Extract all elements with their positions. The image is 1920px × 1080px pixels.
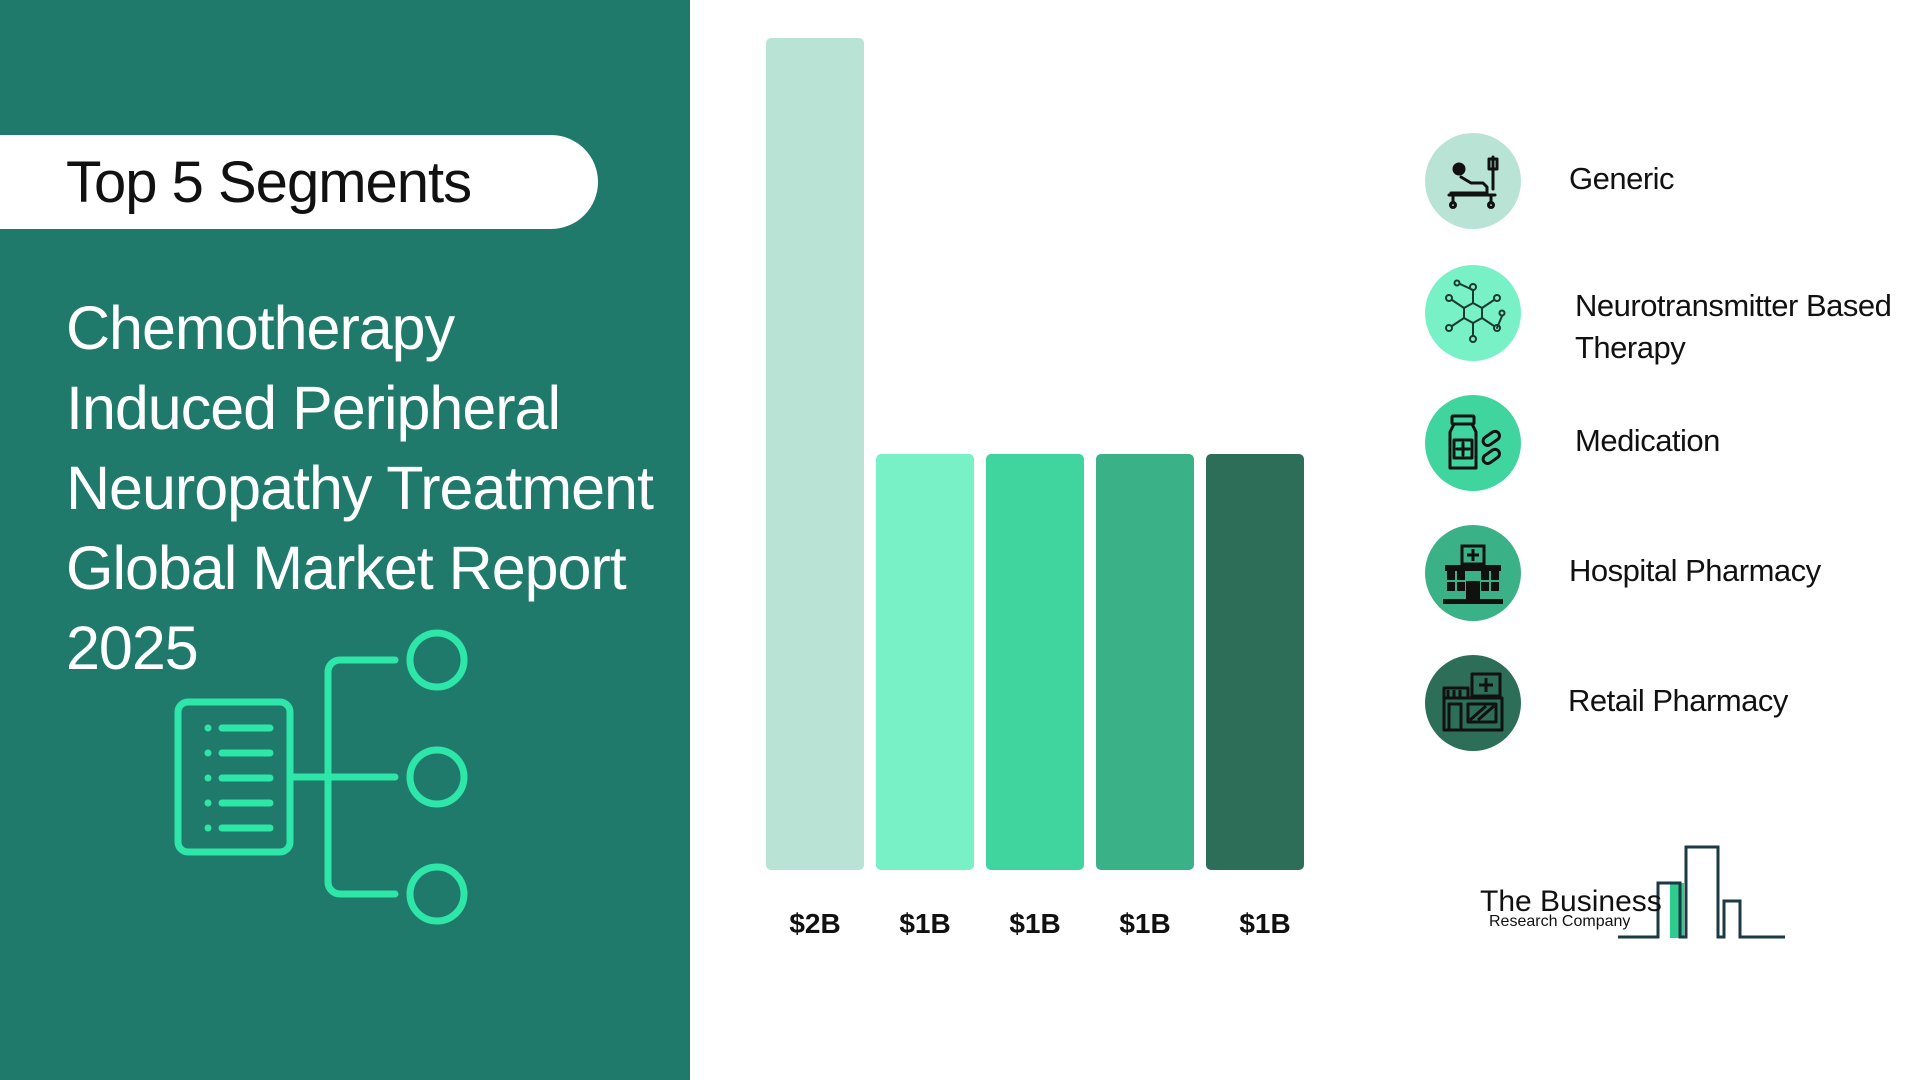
- title-line: Chemotherapy: [66, 294, 455, 362]
- molecule-network-icon: [1445, 279, 1506, 343]
- logo-bars-graphic: [1618, 845, 1785, 939]
- title-line: Global Market Report: [66, 534, 627, 602]
- legend-label: Retail Pharmacy: [1568, 683, 1788, 718]
- hospital-building-icon: [1443, 544, 1503, 604]
- bar-5: [1206, 454, 1304, 870]
- pharmacy-store-icon: [1442, 672, 1504, 732]
- legend-item-medication: Medication: [1425, 395, 1905, 491]
- title-line: Neuropathy Treatment: [66, 454, 654, 522]
- legend-circle: [1425, 655, 1521, 751]
- hospital-bed-icon: [1447, 155, 1499, 209]
- title-line: Induced Peripheral: [66, 374, 561, 442]
- document-tree-icon: [174, 629, 468, 925]
- bar-2: [876, 454, 974, 870]
- left-panel: Top 5 Segments Chemotherapy Induced Peri…: [0, 0, 690, 1080]
- segments-pill: Top 5 Segments: [0, 135, 598, 229]
- legend-item-generic: Generic: [1425, 133, 1905, 229]
- bar-1: [766, 38, 864, 870]
- bar-4: [1096, 454, 1194, 870]
- legend-label: Generic: [1569, 161, 1675, 196]
- bar-value-label: $1B: [1239, 908, 1291, 939]
- bar-value-label: $1B: [1009, 908, 1061, 939]
- legend-label: Neurotransmitter Based Therapy: [1575, 288, 1892, 365]
- legend-label: Medication: [1575, 423, 1720, 458]
- title-line: 2025: [66, 614, 199, 682]
- medicine-bottle-pills-icon: [1448, 414, 1501, 470]
- pill-label: Top 5 Segments: [66, 150, 472, 215]
- logo-line-1: The Business: [1480, 885, 1662, 918]
- legend-circle: [1425, 525, 1521, 621]
- logo-line-2: Research Company: [1489, 913, 1631, 930]
- legend-item-neurotransmitter: Neurotransmitter Based Therapy: [1425, 265, 1905, 365]
- legend-circle: [1425, 133, 1521, 229]
- legend-circle: [1425, 395, 1521, 491]
- company-logo: The Business Research Company: [1480, 845, 1785, 945]
- report-title: Chemotherapy Induced Peripheral Neuropat…: [66, 288, 666, 688]
- bar-value-label: $1B: [899, 908, 951, 939]
- bar-3: [986, 454, 1084, 870]
- bar-value-label: $2B: [789, 908, 841, 939]
- legend-item-hospital-pharmacy: Hospital Pharmacy: [1425, 525, 1905, 621]
- bar-value-label: $1B: [1119, 908, 1171, 939]
- legend-label: Hospital Pharmacy: [1569, 553, 1821, 588]
- legend-item-retail-pharmacy: Retail Pharmacy: [1425, 655, 1905, 751]
- legend-circle: [1425, 265, 1521, 361]
